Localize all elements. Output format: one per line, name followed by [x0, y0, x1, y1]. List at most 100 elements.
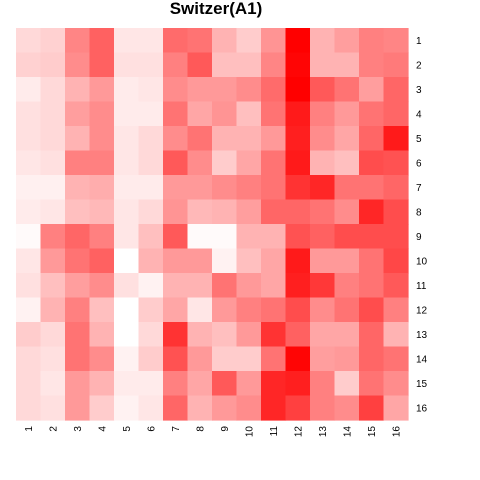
heatmap-cell-r9-c7	[163, 224, 189, 250]
heatmap-cell-r11-c6	[138, 273, 164, 299]
heatmap-cell-r14-c8	[187, 346, 213, 372]
heatmap-cell-r11-c3	[65, 273, 91, 299]
heatmap-cell-r1-c2	[40, 28, 66, 54]
row-label: 3	[416, 85, 422, 96]
heatmap-cell-r12-c12	[285, 297, 311, 323]
heatmap-cell-r9-c11	[261, 224, 287, 250]
heatmap-cell-r13-c5	[114, 322, 140, 348]
heatmap-cell-r6-c2	[40, 150, 66, 176]
heatmap-cell-r4-c5	[114, 101, 140, 127]
heatmap-cell-r14-c12	[285, 346, 311, 372]
heatmap-cell-r7-c4	[89, 175, 115, 201]
row-label: 15	[416, 379, 428, 390]
heatmap-cell-r4-c8	[187, 101, 213, 127]
heatmap-cell-r9-c13	[310, 224, 336, 250]
heatmap-cell-r11-c9	[212, 273, 238, 299]
heatmap-cell-r12-c3	[65, 297, 91, 323]
heatmap-cell-r13-c6	[138, 322, 164, 348]
heatmap-cell-r10-c16	[383, 248, 409, 274]
heatmap-cell-r13-c12	[285, 322, 311, 348]
heatmap-cell-r16-c16	[383, 395, 409, 421]
heatmap-cell-r15-c11	[261, 371, 287, 397]
heatmap-cell-r14-c9	[212, 346, 238, 372]
heatmap-cell-r11-c5	[114, 273, 140, 299]
heatmap-cell-r1-c14	[334, 28, 360, 54]
heatmap-cell-r6-c10	[236, 150, 262, 176]
heatmap-cell-r12-c2	[40, 297, 66, 323]
heatmap-cell-r4-c11	[261, 101, 287, 127]
heatmap-cell-r7-c6	[138, 175, 164, 201]
heatmap-cell-r15-c16	[383, 371, 409, 397]
heatmap-cell-r13-c11	[261, 322, 287, 348]
row-label: 7	[416, 183, 422, 194]
heatmap-cell-r9-c8	[187, 224, 213, 250]
heatmap-cell-r16-c7	[163, 395, 189, 421]
heatmap-cell-r3-c12	[285, 77, 311, 103]
heatmap-cell-r11-c13	[310, 273, 336, 299]
heatmap-cell-r9-c2	[40, 224, 66, 250]
heatmap-cell-r6-c6	[138, 150, 164, 176]
heatmap-cell-r15-c8	[187, 371, 213, 397]
heatmap-cell-r12-c6	[138, 297, 164, 323]
row-label: 11	[416, 281, 427, 292]
heatmap-cell-r1-c9	[212, 28, 238, 54]
heatmap-cell-r14-c14	[334, 346, 360, 372]
heatmap-cell-r5-c10	[236, 126, 262, 152]
heatmap-cell-r10-c9	[212, 248, 238, 274]
heatmap-cell-r16-c12	[285, 395, 311, 421]
heatmap-cell-r10-c12	[285, 248, 311, 274]
heatmap-cell-r12-c11	[261, 297, 287, 323]
heatmap-cell-r5-c7	[163, 126, 189, 152]
heatmap-cell-r10-c1	[16, 248, 42, 274]
column-label: 9	[220, 426, 231, 432]
heatmap-cell-r3-c11	[261, 77, 287, 103]
column-label: 16	[391, 426, 402, 438]
heatmap-cell-r14-c7	[163, 346, 189, 372]
heatmap-cell-r9-c3	[65, 224, 91, 250]
heatmap-cell-r5-c13	[310, 126, 336, 152]
heatmap-cell-r16-c11	[261, 395, 287, 421]
heatmap-cell-r8-c4	[89, 199, 115, 225]
heatmap-cell-r4-c3	[65, 101, 91, 127]
heatmap-cell-r13-c1	[16, 322, 42, 348]
heatmap-cell-r11-c16	[383, 273, 409, 299]
column-label: 12	[293, 426, 304, 438]
heatmap-cell-r11-c15	[359, 273, 385, 299]
heatmap-cell-r8-c3	[65, 199, 91, 225]
heatmap-cell-r7-c1	[16, 175, 42, 201]
heatmap-cell-r10-c14	[334, 248, 360, 274]
heatmap-cell-r4-c7	[163, 101, 189, 127]
heatmap-cell-r7-c9	[212, 175, 238, 201]
heatmap-cell-r13-c10	[236, 322, 262, 348]
heatmap-cells	[16, 28, 409, 421]
heatmap-cell-r8-c11	[261, 199, 287, 225]
heatmap-cell-r16-c5	[114, 395, 140, 421]
heatmap-cell-r7-c13	[310, 175, 336, 201]
heatmap-cell-r6-c15	[359, 150, 385, 176]
column-label: 13	[318, 426, 329, 438]
chart-title: Switzer(A1)	[170, 0, 263, 18]
heatmap-cell-r1-c1	[16, 28, 42, 54]
heatmap-cell-r9-c10	[236, 224, 262, 250]
heatmap-cell-r15-c6	[138, 371, 164, 397]
heatmap-cell-r1-c8	[187, 28, 213, 54]
row-label: 2	[416, 60, 422, 71]
heatmap-cell-r2-c14	[334, 52, 360, 78]
heatmap-cell-r3-c5	[114, 77, 140, 103]
heatmap-cell-r3-c8	[187, 77, 213, 103]
heatmap-cell-r4-c10	[236, 101, 262, 127]
heatmap-cell-r5-c6	[138, 126, 164, 152]
column-label: 4	[97, 426, 108, 432]
heatmap-cell-r4-c1	[16, 101, 42, 127]
heatmap-cell-r14-c1	[16, 346, 42, 372]
heatmap-cell-r12-c8	[187, 297, 213, 323]
heatmap-cell-r1-c11	[261, 28, 287, 54]
heatmap-cell-r16-c3	[65, 395, 91, 421]
heatmap-cell-r15-c2	[40, 371, 66, 397]
heatmap-cell-r11-c14	[334, 273, 360, 299]
heatmap-cell-r16-c6	[138, 395, 164, 421]
heatmap-cell-r4-c14	[334, 101, 360, 127]
heatmap-cell-r5-c11	[261, 126, 287, 152]
heatmap-cell-r4-c2	[40, 101, 66, 127]
